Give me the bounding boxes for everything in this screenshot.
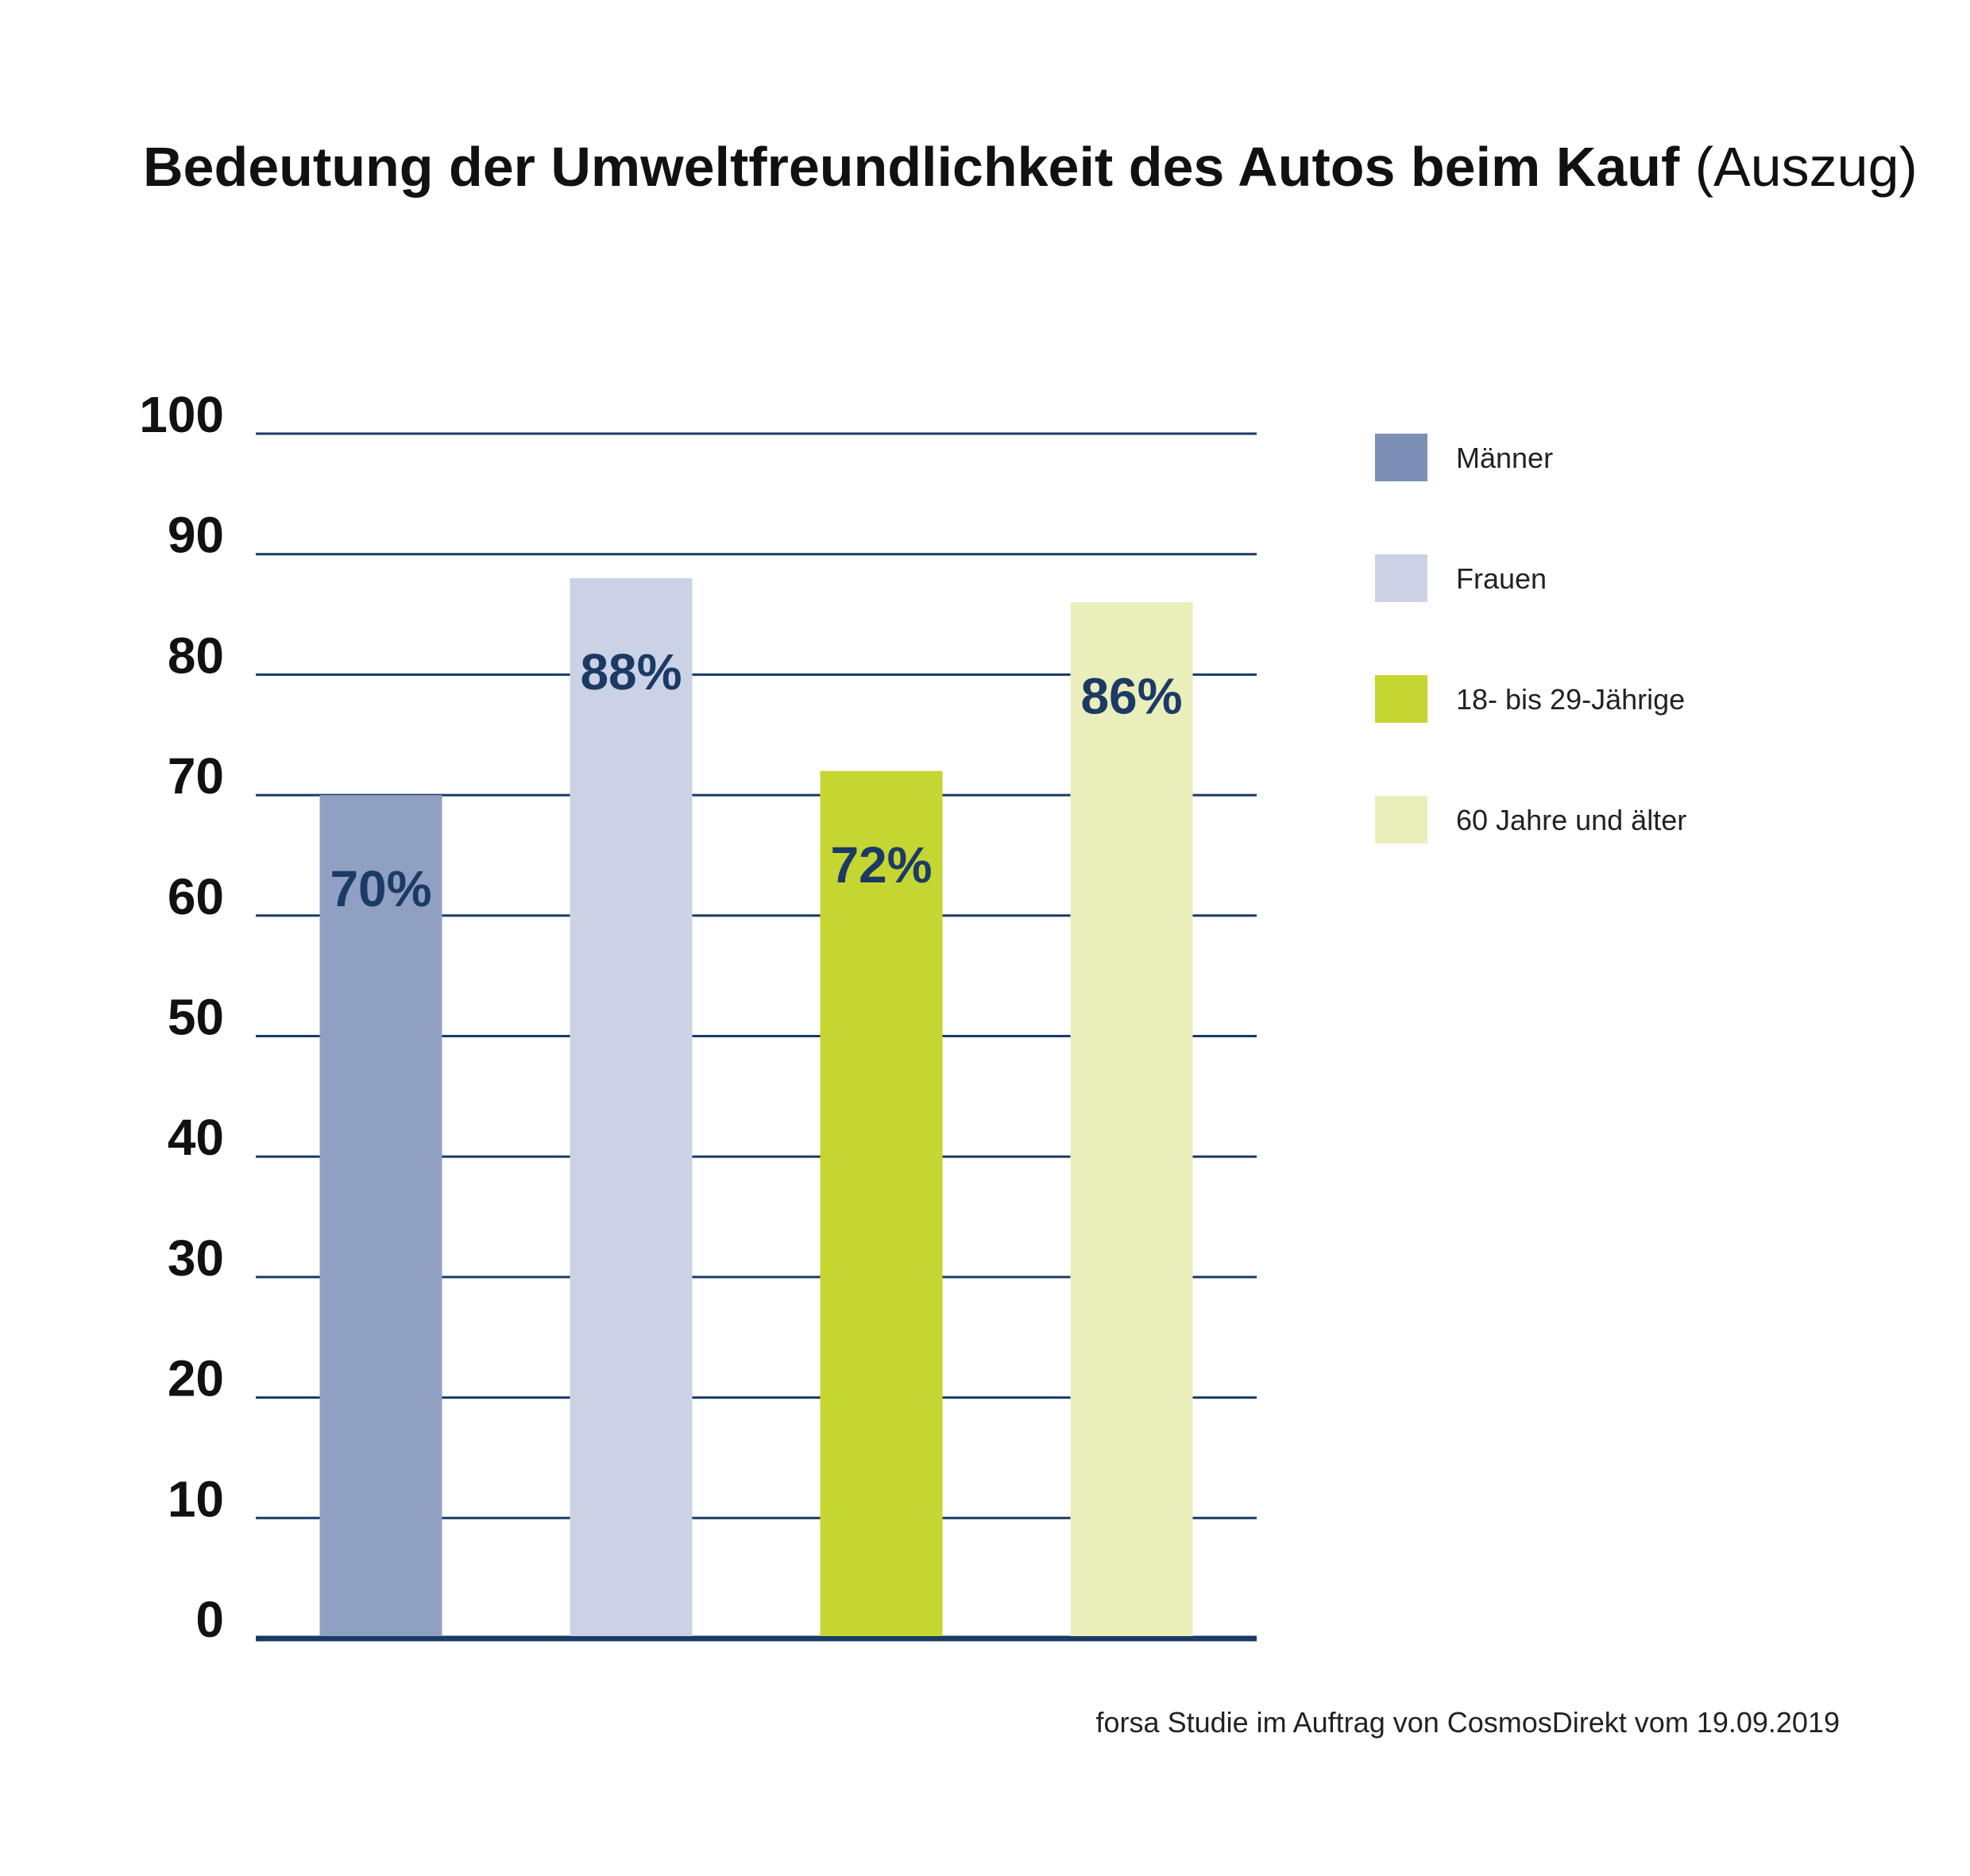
chart-title-main: Bedeutung der Umweltfreundlichkeit des A… xyxy=(143,136,1680,198)
legend-label: 18- bis 29-Jährige xyxy=(1456,683,1685,716)
y-tick-label: 50 xyxy=(168,989,224,1046)
data-labels: 70% 88% 72% 86% xyxy=(330,643,1182,917)
legend-swatch xyxy=(1375,554,1427,602)
bar xyxy=(319,795,442,1636)
y-tick-label: 70 xyxy=(168,747,224,805)
legend-label: Frauen xyxy=(1456,562,1547,595)
legend-label: Männer xyxy=(1456,442,1553,474)
bars xyxy=(319,578,1193,1636)
y-tick-label: 100 xyxy=(139,386,224,443)
y-tick-label: 20 xyxy=(168,1350,224,1407)
chart-title: Bedeutung der Umweltfreundlichkeit des A… xyxy=(143,135,1918,199)
legend-label: 60 Jahre und älter xyxy=(1456,804,1686,836)
data-label: 86% xyxy=(1080,667,1182,724)
legend-swatch xyxy=(1375,434,1427,481)
y-tick-label: 10 xyxy=(168,1470,224,1527)
data-label: 70% xyxy=(330,860,431,917)
y-tick-label: 60 xyxy=(168,868,224,925)
y-axis-ticks: 0 10 20 30 40 50 60 70 80 90 100 xyxy=(139,386,224,1648)
y-tick-label: 30 xyxy=(168,1229,224,1287)
bar xyxy=(820,770,943,1636)
legend-swatch xyxy=(1375,675,1427,723)
bar xyxy=(570,578,693,1636)
data-label: 72% xyxy=(830,836,932,894)
bar xyxy=(1070,602,1193,1636)
legend-swatch xyxy=(1375,796,1427,843)
legend: Männer Frauen 18- bis 29-Jährige 60 Jahre u… xyxy=(1375,434,1686,843)
y-tick-label: 90 xyxy=(168,507,224,564)
source-note: forsa Studie im Auftrag von CosmosDirekt… xyxy=(1095,1706,1840,1739)
data-label: 88% xyxy=(580,643,682,701)
y-tick-label: 40 xyxy=(168,1109,224,1166)
y-tick-label: 0 xyxy=(195,1591,224,1648)
chart-title-suffix: (Auszug) xyxy=(1694,136,1918,198)
y-tick-label: 80 xyxy=(168,627,224,684)
